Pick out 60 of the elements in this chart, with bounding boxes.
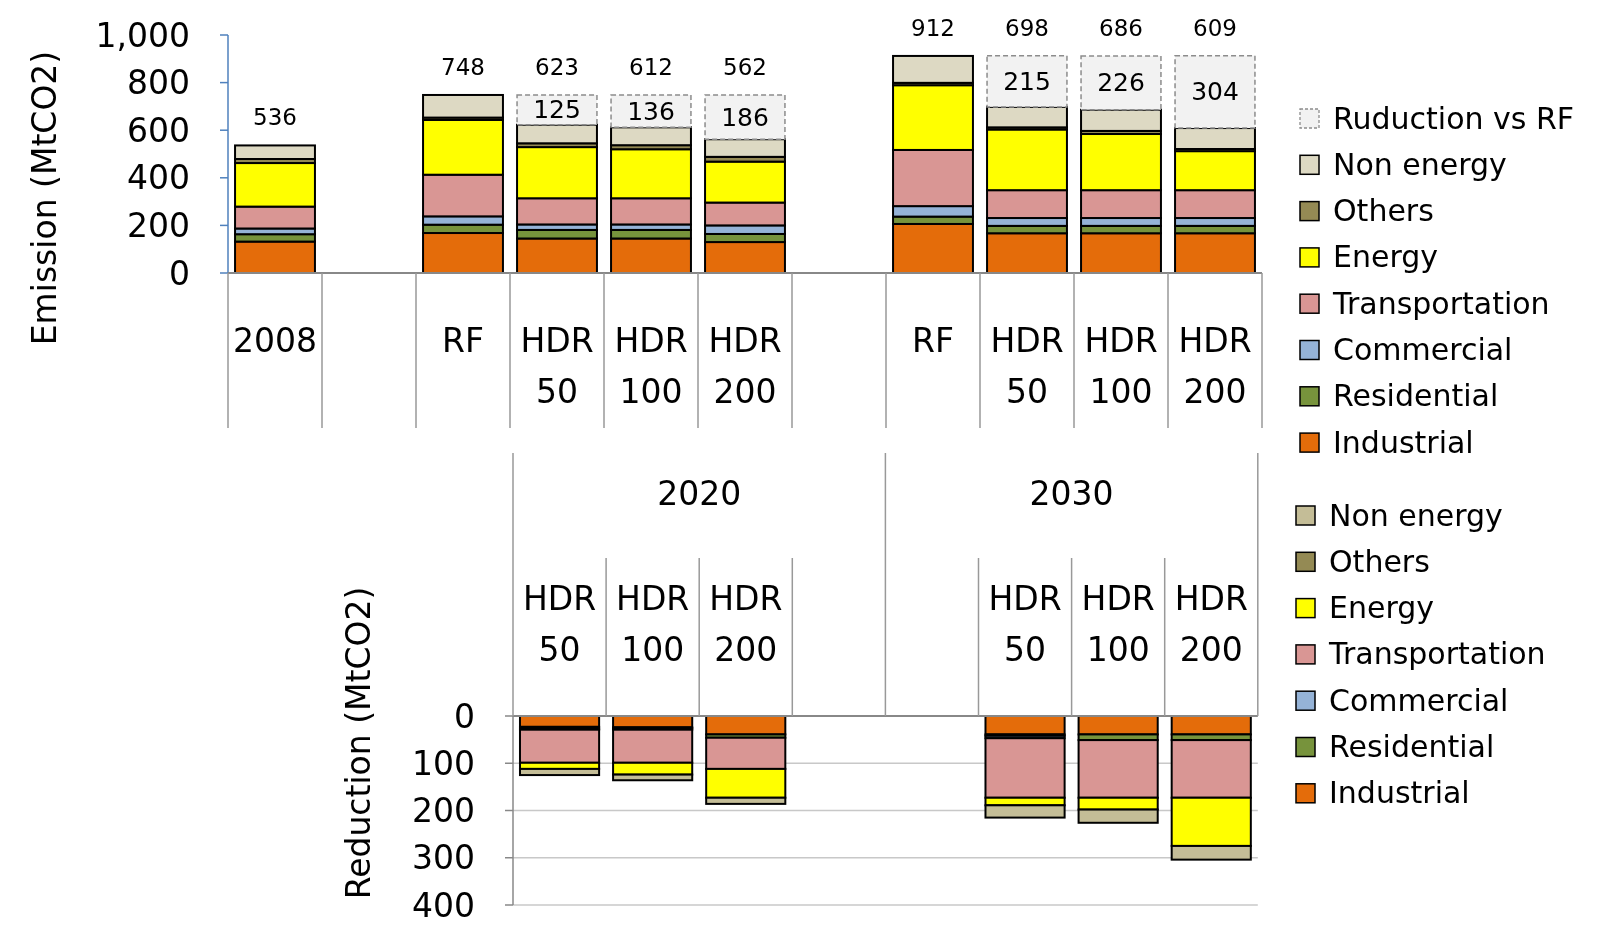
y-tick-label: 400 bbox=[127, 158, 190, 198]
data-label: 125 bbox=[533, 95, 581, 125]
y-tick-label: 600 bbox=[127, 110, 190, 150]
legend-label: Industrial bbox=[1333, 424, 1474, 460]
x-tick-label: HDR 50 bbox=[520, 320, 594, 411]
y-axis-title: Reduction (MtCO2) bbox=[338, 586, 378, 900]
x-tick-label: HDR 50 bbox=[522, 578, 597, 669]
data-label: 136 bbox=[627, 96, 675, 126]
annotation: 609 bbox=[1193, 14, 1237, 41]
x-tick-label: HDR 50 bbox=[990, 320, 1064, 411]
x-tick-label: RF bbox=[912, 320, 954, 360]
x-tick-label: HDR 200 bbox=[1174, 578, 1248, 669]
total-label: 912 bbox=[911, 14, 955, 41]
legend-label: Residential bbox=[1333, 378, 1499, 414]
annotation: 612 bbox=[629, 53, 673, 80]
text: 2030 bbox=[1029, 473, 1114, 513]
annotation: 686 bbox=[1099, 14, 1143, 41]
y-tick-label: 100 bbox=[412, 743, 475, 783]
y-tick-label: 0 bbox=[454, 696, 475, 736]
legend-label: Others bbox=[1329, 543, 1430, 579]
legend-label: Non energy bbox=[1333, 146, 1507, 182]
x-tick-label: HDR 200 bbox=[1178, 320, 1252, 411]
total-label: 748 bbox=[441, 53, 485, 80]
legend-label: Commercial bbox=[1329, 682, 1509, 718]
legend-label: Ruduction vs RF bbox=[1333, 100, 1575, 136]
y-tick-label: 300 bbox=[412, 838, 475, 878]
data-label: 304 bbox=[1191, 77, 1239, 107]
x-tick-label: HDR 200 bbox=[708, 320, 782, 411]
annotation: 562 bbox=[723, 53, 767, 80]
data-label: 215 bbox=[1003, 66, 1051, 96]
x-tick-label: HDR 200 bbox=[709, 578, 783, 669]
x-tick-label: HDR 100 bbox=[1081, 578, 1155, 669]
annotation: 623 bbox=[535, 53, 579, 80]
legend-label: Energy bbox=[1333, 239, 1439, 275]
y-tick-label: 200 bbox=[412, 791, 475, 830]
y-tick-label: 400 bbox=[412, 885, 475, 925]
y-tick-label: 1,000 bbox=[95, 15, 190, 55]
legend-label: Commercial bbox=[1333, 332, 1513, 367]
legend-label: Transportation bbox=[1328, 636, 1546, 672]
y-axis-title: Emission (MtCO2) bbox=[24, 50, 64, 346]
legend-label: Others bbox=[1333, 193, 1434, 229]
y-tick-label: 200 bbox=[127, 205, 190, 245]
legend-label: Transportation bbox=[1332, 285, 1550, 321]
annotation: 698 bbox=[1005, 14, 1049, 41]
legend-label: Residential bbox=[1329, 729, 1495, 764]
legend-label: Industrial bbox=[1329, 775, 1470, 811]
total-label: 536 bbox=[253, 104, 297, 131]
y-tick-label: 800 bbox=[127, 63, 190, 103]
legend-label: Energy bbox=[1329, 590, 1435, 626]
text: 2020 bbox=[657, 473, 742, 513]
x-tick-label: HDR 50 bbox=[988, 578, 1062, 669]
x-tick-label: HDR 100 bbox=[616, 578, 690, 669]
x-tick-label: HDR 100 bbox=[614, 320, 688, 411]
data-label: 226 bbox=[1097, 68, 1145, 98]
legend-label: Non energy bbox=[1329, 497, 1503, 533]
data-label: 186 bbox=[721, 102, 769, 132]
x-tick-label: RF bbox=[442, 320, 484, 360]
y-tick-label: 0 bbox=[169, 253, 190, 293]
x-tick-label: HDR 100 bbox=[1084, 320, 1158, 411]
x-tick-label: 2008 bbox=[233, 320, 317, 360]
